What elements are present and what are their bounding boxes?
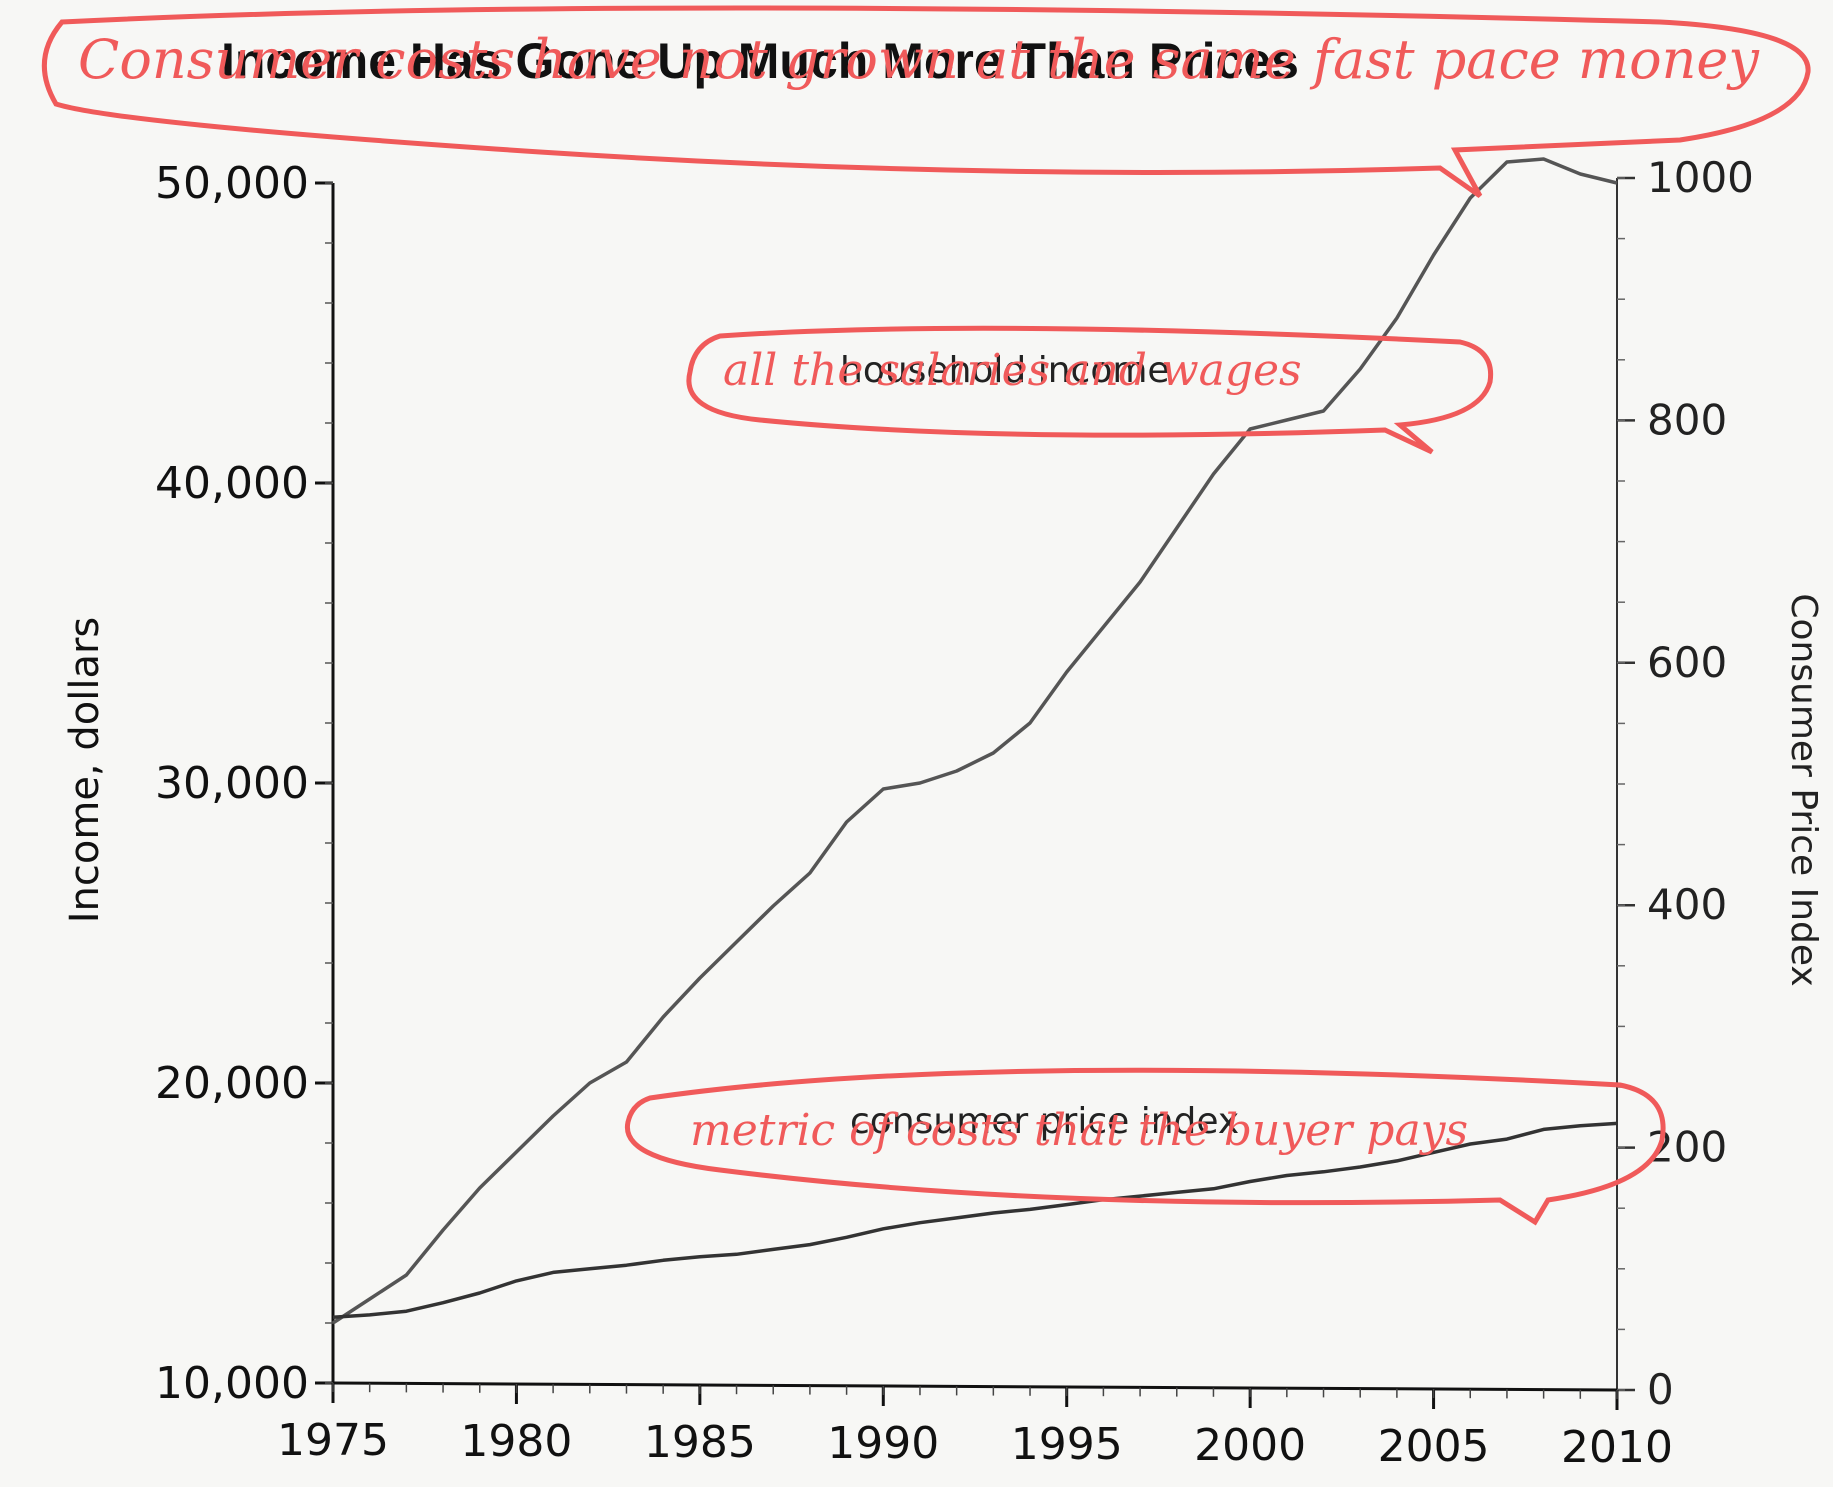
series-line-consumer-price-index — [332, 1121, 1618, 1320]
right-tick-label: 600 — [1647, 638, 1727, 687]
x-tick-label: 2010 — [1561, 1422, 1673, 1473]
right-tick-label: 400 — [1647, 880, 1727, 929]
x-tick-label: 1980 — [460, 1416, 572, 1467]
series-line-household-income — [332, 157, 1618, 1325]
x-tick-label: 1985 — [644, 1417, 756, 1468]
annotation-text-household-income: all the salaries and wages — [723, 345, 1302, 396]
left-axis-title: Income, dollars — [62, 617, 108, 924]
x-axis-line — [332, 1381, 1618, 1392]
x-tick-label: 1975 — [277, 1415, 389, 1466]
series-label-consumer-price-index: consumer price index — [850, 1101, 1239, 1142]
x-tick-label: 1995 — [1011, 1419, 1123, 1470]
series-label-household-income: household income — [840, 350, 1170, 391]
left-tick-label: 20,000 — [155, 1058, 309, 1109]
annotation-bubble-title — [41, 5, 1811, 199]
x-tick-label: 1990 — [827, 1418, 939, 1469]
right-axis-title: Consumer Price Index — [1783, 593, 1824, 986]
left-tick-label: 30,000 — [155, 758, 309, 809]
left-tick-label: 10,000 — [155, 1358, 309, 1409]
chart-title: Income Has Gone Up Much More Than Prices — [221, 33, 1299, 89]
right-tick-label: 1000 — [1647, 153, 1754, 202]
left-tick-label: 50,000 — [155, 158, 309, 209]
annotation-text-consumer-price-index: metric of costs that the buyer pays — [690, 1105, 1468, 1156]
left-axis-ticks: 10,000 20,000 30,000 40,000 50,000 — [155, 158, 333, 1409]
annotation-text-title: Consumer costs have not grown at the sam… — [78, 28, 1760, 91]
right-tick-label: 800 — [1647, 395, 1727, 444]
left-tick-label: 40,000 — [155, 458, 309, 509]
annotation-bubble-household-income — [686, 325, 1494, 455]
x-tick-label: 2000 — [1194, 1420, 1306, 1471]
x-axis-ticks: 1975 1980 1985 1990 1995 2000 2005 2010 — [277, 1383, 1673, 1473]
right-tick-label: 0 — [1647, 1365, 1674, 1414]
x-tick-label: 2005 — [1378, 1421, 1490, 1472]
annotation-bubble-consumer-price-index — [624, 1067, 1666, 1226]
